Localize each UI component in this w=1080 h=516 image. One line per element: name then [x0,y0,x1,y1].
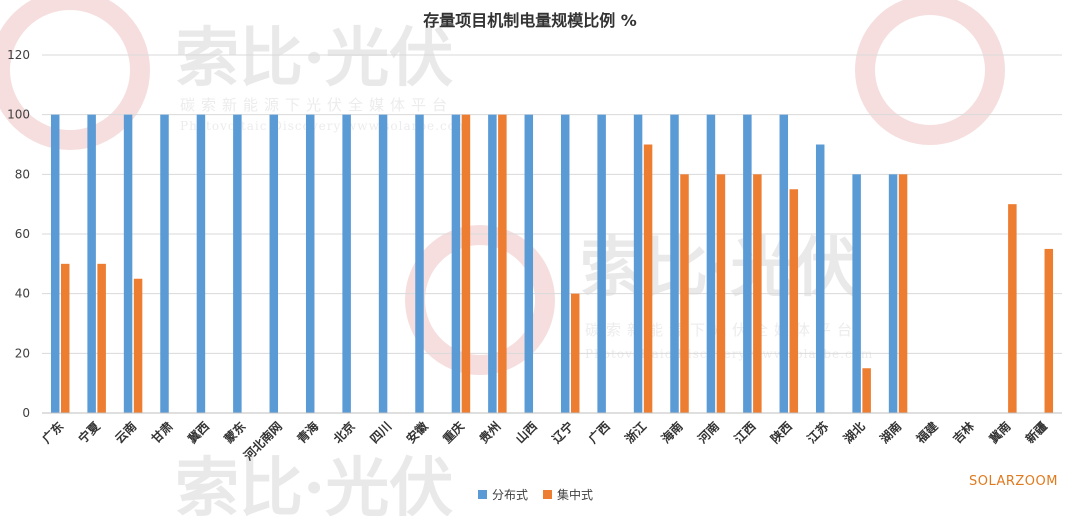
bar-centralized [789,189,799,413]
bar-distributed [233,114,242,414]
bar-centralized [898,174,908,413]
bar-centralized [680,174,689,413]
y-axis-ticks: 0 20 40 60 80 100 120 [7,48,30,420]
y-tick-label: 0 [22,406,30,420]
watermark-tagline-en-2: Photovoltaic Discovery www.solarbe.com [585,347,873,361]
watermark-tagline-en-1: Photovoltaic Discovery www.solarbe.com [180,119,468,133]
x-tick-label: 重庆 [439,419,467,447]
x-tick-label: 冀南 [986,419,1014,447]
bar-distributed [160,114,169,414]
watermark-brand-1: 索比·光伏 [175,21,453,96]
bar-distributed [815,144,825,413]
bar-distributed [597,114,606,414]
watermark-logo-2 [405,225,555,375]
bar-centralized [1008,204,1017,413]
legend-label-centralized: 集中式 [557,487,593,502]
x-tick-label: 宁夏 [75,418,103,446]
watermark-tagline-1: 碳索新能源下光伏全媒体平台 [180,96,453,114]
bars [50,114,1054,414]
bar-distributed [524,114,534,414]
bar-centralized [97,263,106,413]
x-tick-label: 蒙东 [221,419,249,447]
y-tick-label: 100 [7,108,30,122]
x-tick-label: 山西 [512,419,540,447]
bar-distributed [342,114,351,414]
x-tick-label: 青海 [294,419,322,447]
bar-centralized [498,114,507,414]
x-tick-label: 吉林 [949,419,977,447]
bar-centralized [60,263,70,413]
bar-centralized [133,278,143,413]
bar-centralized [643,144,653,413]
bar-distributed [87,114,96,414]
watermark-logo-3 [855,0,1005,145]
bar-centralized [753,174,762,413]
bar-distributed [123,114,133,414]
bar-centralized [862,368,871,413]
x-tick-label: 湖南 [877,419,905,447]
x-tick-label: 新疆 [1022,419,1050,447]
bar-distributed [670,114,679,414]
bar-distributed [888,174,898,413]
x-tick-label: 陕西 [767,419,795,447]
bar-distributed [378,114,388,414]
bar-distributed [706,114,716,414]
bar-distributed [196,114,206,414]
x-tick-label: 冀西 [184,419,212,447]
chart-title: 存量项目机制电量规模比例 % [423,11,637,30]
legend-swatch-centralized [543,490,552,499]
y-tick-label: 120 [7,48,30,62]
bar-distributed [488,114,497,414]
bar-distributed [269,114,279,414]
x-tick-label: 江西 [731,419,759,447]
brand-tag: SOLARZOOM [969,474,1058,489]
watermark-logo-1 [0,0,150,150]
bar-centralized [716,174,726,413]
bar-distributed [779,114,789,414]
bar-distributed [415,114,424,414]
legend-label-distributed: 分布式 [492,488,528,502]
legend: 分布式 集中式 [478,487,593,502]
watermark-brand-3: 索比·光伏 [175,451,453,516]
x-tick-label: 云南 [112,419,140,447]
bar-distributed [743,114,752,414]
bar-centralized [1044,248,1054,413]
bar-distributed [50,114,60,414]
x-tick-label: 江苏 [804,419,832,447]
x-tick-label: 广西 [585,419,613,447]
bar-distributed [633,114,643,414]
x-tick-label: 贵州 [476,419,504,447]
bar-centralized [570,293,580,413]
legend-swatch-distributed [478,490,487,499]
bar-distributed [852,174,861,413]
x-tick-label: 湖北 [840,419,868,447]
bar-centralized [461,114,471,414]
x-tick-label: 安徽 [403,418,431,446]
x-tick-label: 河南 [694,419,722,447]
x-tick-label: 四川 [367,419,394,446]
bar-distributed [560,114,570,414]
x-tick-label: 浙江 [622,419,650,447]
y-tick-label: 60 [15,227,30,241]
bar-distributed [305,114,315,414]
x-tick-label: 海南 [658,419,686,447]
x-tick-label: 甘肃 [148,419,176,447]
x-tick-label: 北京 [330,419,358,447]
x-tick-label: 福建 [912,418,941,447]
x-tick-label: 广东 [39,419,67,447]
bar-distributed [451,114,461,414]
y-tick-label: 40 [15,287,30,301]
y-tick-label: 20 [15,346,30,360]
y-tick-label: 80 [15,167,30,181]
x-tick-label: 辽宁 [549,419,577,447]
